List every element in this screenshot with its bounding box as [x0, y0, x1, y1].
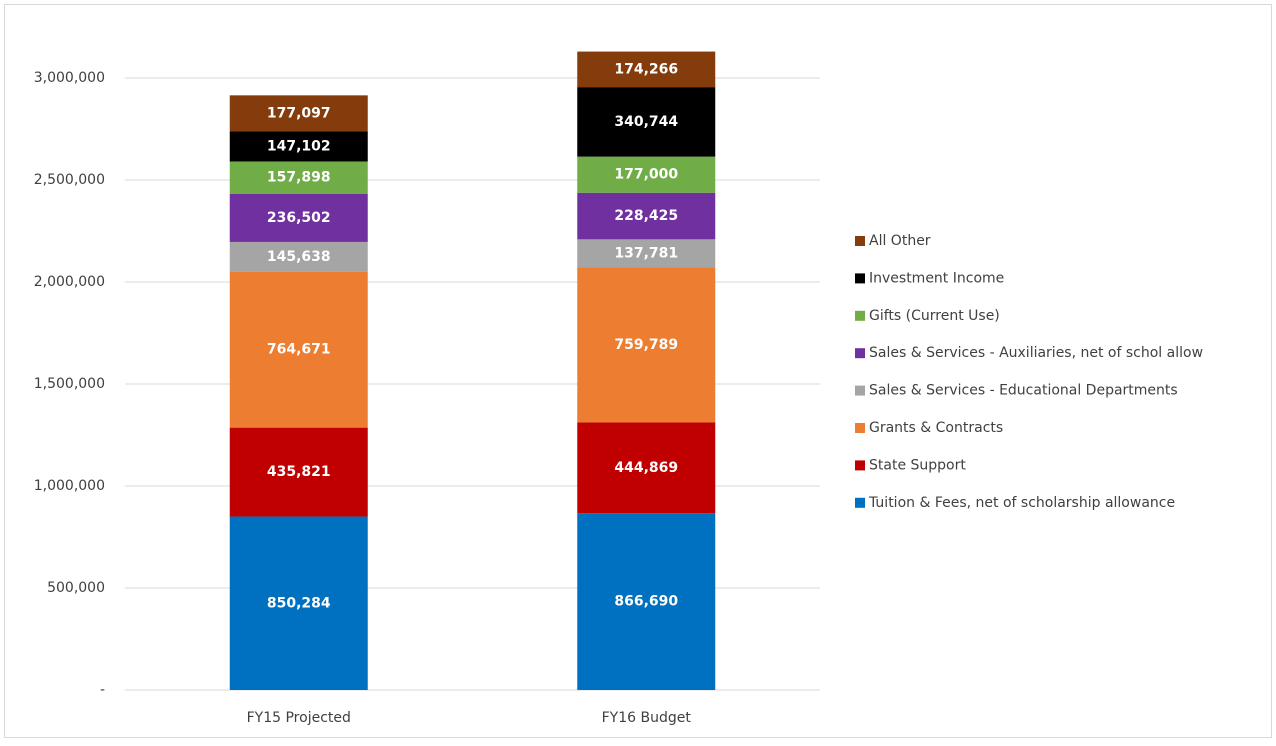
value-label: 174,266 — [614, 61, 678, 77]
value-label: 435,821 — [267, 464, 331, 480]
legend-swatch — [855, 460, 865, 471]
y-tick-label: 2,500,000 — [34, 172, 105, 188]
bar-segment — [577, 87, 716, 157]
y-tick-label: 500,000 — [47, 580, 105, 596]
x-tick-label: FY15 Projected — [247, 710, 351, 726]
legend-label: State Support — [869, 457, 966, 473]
legend-swatch — [855, 236, 865, 246]
value-label: 137,781 — [614, 245, 678, 261]
y-tick-label: - — [100, 682, 105, 698]
value-label: 764,671 — [267, 342, 331, 358]
bar-segment — [229, 193, 368, 242]
legend-label: All Other — [869, 233, 931, 249]
bar-segment — [229, 131, 368, 162]
legend-swatch — [855, 310, 865, 321]
legend-label: Sales & Services - Auxiliaries, net of s… — [869, 345, 1203, 361]
bar-segment — [577, 239, 716, 268]
value-label: 147,102 — [267, 138, 331, 154]
legend-label: Sales & Services - Educational Departmen… — [869, 383, 1178, 399]
value-label: 444,869 — [614, 460, 678, 476]
value-label: 340,744 — [614, 114, 678, 130]
legend-label: Investment Income — [869, 270, 1004, 286]
legend-swatch — [855, 497, 865, 508]
value-label: 177,097 — [267, 105, 331, 121]
y-tick-label: 2,000,000 — [34, 274, 105, 290]
legend-swatch — [855, 423, 865, 433]
bar-segment — [229, 427, 368, 517]
legend-swatch — [855, 348, 865, 359]
value-label: 145,638 — [267, 249, 331, 265]
value-label: 177,000 — [614, 167, 678, 183]
bar-segment — [229, 271, 368, 428]
legend-swatch — [855, 273, 865, 284]
bar-segment — [577, 51, 716, 88]
value-label: 236,502 — [267, 210, 331, 226]
bar-segment — [577, 192, 716, 240]
bar-segment — [577, 513, 716, 690]
bar-segment — [229, 516, 368, 690]
legend-label: Gifts (Current Use) — [869, 308, 1000, 324]
legend-swatch — [855, 385, 865, 396]
x-tick-label: FY16 Budget — [602, 710, 692, 726]
value-label: 228,425 — [614, 208, 678, 224]
bar-segment — [577, 156, 716, 193]
bar-segment — [577, 422, 716, 514]
legend: Tuition & Fees, net of scholarship allow… — [855, 233, 1203, 511]
value-label: 157,898 — [267, 170, 331, 186]
value-label: 850,284 — [267, 595, 331, 611]
y-tick-label: 1,500,000 — [34, 376, 105, 392]
value-label: 866,690 — [614, 594, 678, 610]
y-tick-label: 1,000,000 — [34, 478, 105, 494]
bar-segment — [577, 267, 716, 423]
bar-segment — [229, 95, 368, 132]
bar-segment — [229, 241, 368, 272]
legend-label: Tuition & Fees, net of scholarship allow… — [868, 495, 1175, 511]
bars: FY15 Projected 850,284 435,821 764,671 145,6… — [229, 51, 716, 726]
y-tick-label: 3,000,000 — [34, 70, 105, 86]
legend-label: Grants & Contracts — [869, 420, 1003, 436]
bar-segment — [229, 161, 368, 194]
value-label: 759,789 — [614, 337, 678, 353]
